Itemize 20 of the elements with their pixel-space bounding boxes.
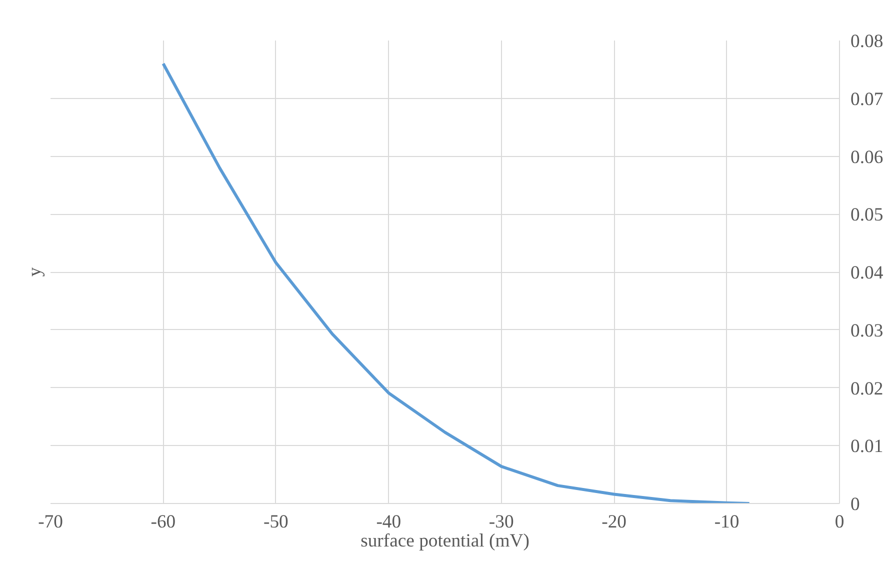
x-axis-title: surface potential (mV) — [360, 530, 530, 552]
x-tick-label: -10 — [714, 512, 740, 532]
y-tick-label: 0.03 — [850, 320, 884, 342]
x-tick-label: -60 — [150, 512, 176, 532]
x-tick-label: -30 — [488, 512, 514, 532]
y-tick-label: 0.06 — [850, 146, 884, 168]
y-tick-label: 0.05 — [850, 204, 884, 226]
x-tick-label: -20 — [602, 512, 627, 532]
y-axis-title: y — [24, 266, 46, 277]
x-tick-label: -50 — [263, 512, 288, 532]
y-tick-label: 0.08 — [850, 31, 884, 52]
y-tick-label: 0 — [850, 494, 860, 515]
x-tick-label: -70 — [38, 512, 63, 532]
x-tick-label: -40 — [376, 512, 402, 532]
y-tick-label: 0.04 — [850, 262, 884, 284]
y-tick-label: 0.01 — [850, 436, 884, 458]
y-tick-label: 0.02 — [850, 378, 884, 400]
y-tick-label: 0.07 — [850, 88, 884, 110]
x-tick-label: 0 — [834, 512, 844, 532]
line-series — [162, 62, 751, 504]
